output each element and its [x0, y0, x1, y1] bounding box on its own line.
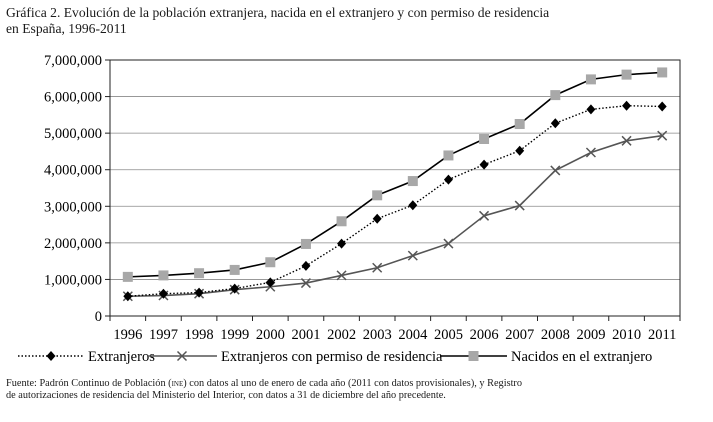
data-point [336, 216, 347, 227]
y-tick-label: 7,000,000 [44, 53, 102, 69]
data-point [550, 165, 561, 176]
x-tick-label: 1996 [113, 327, 142, 343]
data-point [301, 260, 311, 271]
legend-label: Extranjeros [88, 349, 155, 365]
data-point [657, 67, 668, 78]
series-line [127, 71, 663, 278]
legend-label: Nacidos en el extranjero [511, 349, 652, 365]
data-point [443, 238, 454, 249]
data-point [337, 238, 347, 249]
data-point [265, 257, 276, 268]
data-point [468, 351, 479, 361]
x-tick-label: 2007 [505, 327, 534, 343]
x-tick-label: 1997 [149, 327, 178, 343]
data-point [443, 174, 453, 185]
data-point [514, 200, 525, 211]
y-tick-label: 5,000,000 [44, 126, 102, 142]
data-point [585, 74, 596, 85]
series-extranjeros [123, 100, 667, 302]
data-point [122, 271, 133, 282]
data-point [194, 287, 204, 298]
data-point [300, 278, 311, 289]
source-line-2: de autorizaciones de residencia del Mini… [6, 390, 446, 402]
series-line [127, 134, 663, 298]
data-point [621, 135, 632, 146]
data-point [479, 159, 489, 170]
x-tick-label: 2003 [363, 327, 392, 343]
x-tick-label: 2008 [541, 327, 570, 343]
data-point [479, 133, 490, 144]
data-point [158, 270, 169, 281]
data-point [657, 130, 668, 141]
x-tick-label: 2004 [398, 327, 428, 343]
series-extranjeros-con-permiso-de-residencia [122, 130, 668, 302]
source-note: Fuente: Padrón Continuo de Población (in… [6, 378, 706, 403]
data-point [408, 200, 418, 211]
x-tick-label: 2001 [291, 327, 320, 343]
data-point [550, 118, 560, 129]
x-tick-label: 2009 [576, 327, 605, 343]
data-point [586, 104, 596, 115]
data-point [479, 210, 490, 221]
source-abbreviation: ine [171, 378, 184, 389]
legend-item-extranjeros-con-permiso-de-residencia: Extranjeros con permiso de residencia [147, 349, 443, 365]
x-tick-label: 2005 [434, 327, 463, 343]
data-point [194, 268, 205, 279]
x-tick-label: 2006 [470, 327, 499, 343]
series-line [127, 105, 663, 297]
data-point [46, 351, 56, 361]
data-point [585, 147, 596, 158]
y-tick-label: 0 [95, 309, 102, 325]
data-point [621, 69, 632, 80]
data-point [407, 250, 418, 261]
y-axis: 0 1,000,000 2,000,000 3,000,000 4,000,000 5,0… [44, 53, 110, 325]
y-tick-label: 1,000,000 [44, 272, 102, 288]
x-tick-label: 2002 [327, 327, 356, 343]
data-point [229, 264, 240, 275]
data-point [158, 288, 168, 299]
data-point [265, 277, 275, 288]
x-tick-label: 1998 [185, 327, 214, 343]
data-point [300, 238, 311, 249]
data-point [657, 101, 667, 112]
chart-title-line-1: Gráfica 2. Evolución de la población ext… [6, 5, 550, 20]
data-point [443, 150, 454, 161]
chart-title-line-2: en España, 1996-2011 [6, 21, 127, 36]
data-point [514, 119, 525, 129]
data-point [372, 262, 383, 273]
data-point [372, 213, 382, 224]
data-point [336, 270, 347, 281]
x-tick-label: 2010 [612, 327, 641, 343]
x-axis: 1996 1997 1998 1999 2000 2001 2002 2003 2004 2005… [109, 316, 681, 343]
y-tick-label: 3,000,000 [44, 199, 102, 215]
source-prefix: Fuente: Padrón Continuo de Población ( [6, 378, 172, 389]
source-suffix: ) con datos al uno de enero de cada año … [183, 378, 523, 389]
y-tick-label: 2,000,000 [44, 236, 102, 252]
data-point [372, 190, 383, 201]
y-tick-label: 6,000,000 [44, 90, 102, 106]
y-tick-label: 4,000,000 [44, 163, 102, 179]
data-point [176, 350, 188, 362]
data-point [622, 100, 632, 111]
legend: Extranjeros Extranjeros con permiso de re… [18, 349, 652, 365]
data-point [550, 90, 561, 101]
x-tick-label: 1999 [220, 327, 249, 343]
gridlines [110, 96, 680, 280]
x-tick-label: 2000 [256, 327, 285, 343]
series-layer [122, 67, 668, 302]
data-point [515, 145, 525, 156]
series-nacidos-en-el-extranjero [122, 67, 668, 282]
chart-title: Gráfica 2. Evolución de la población ext… [6, 5, 706, 37]
data-point [407, 176, 418, 187]
legend-item-nacidos-en-el-extranjero: Nacidos en el extranjero [440, 349, 652, 365]
legend-item-extranjeros: Extranjeros [18, 349, 155, 365]
legend-label: Extranjeros con permiso de residencia [221, 349, 443, 365]
data-point [230, 283, 240, 294]
x-tick-label: 2011 [648, 327, 676, 343]
data-point [123, 291, 133, 302]
